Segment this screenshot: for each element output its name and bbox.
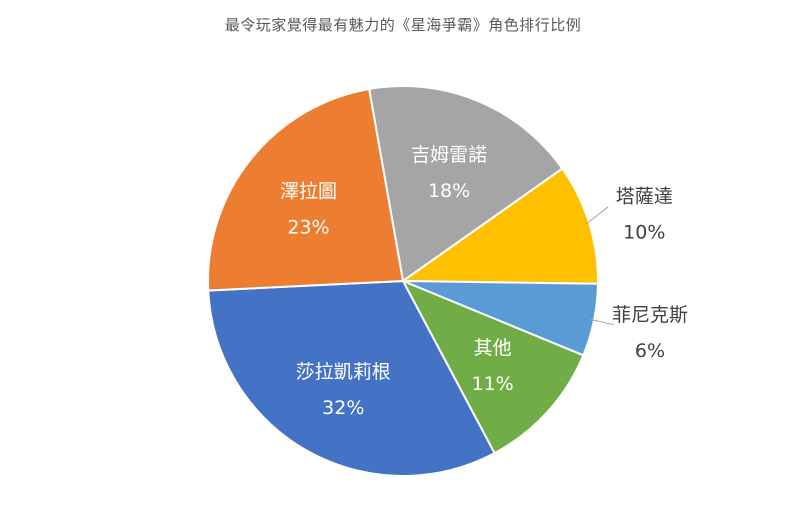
slice-percent-4: 11% <box>471 373 513 395</box>
pie-slice-1 <box>368 85 564 282</box>
pie-slice-5 <box>207 280 496 477</box>
slice-label-6: 澤拉圖 <box>280 181 337 203</box>
leader-lines <box>585 206 615 326</box>
slice-label-1: 吉姆雷諾 <box>411 144 487 166</box>
slice-percent-6: 23% <box>287 217 329 239</box>
leader-line-3 <box>590 318 615 326</box>
slice-percent-2: 10% <box>623 222 665 244</box>
slices-layer <box>207 85 599 477</box>
slice-label-2: 塔薩達 <box>616 186 673 208</box>
leader-line-2 <box>585 206 609 225</box>
pie-slice-2 <box>402 167 599 285</box>
slice-percent-1: 18% <box>428 180 470 202</box>
pie-slice-6 <box>207 87 404 292</box>
pie-slice-4 <box>402 280 585 455</box>
labels-layer: 吉姆雷諾 18% 塔薩達 10% 菲尼克斯 6% 其他 11% 莎拉凱莉根 32% 澤拉圖 23% <box>280 144 688 419</box>
slice-label-4: 其他 <box>474 337 512 359</box>
slice-percent-3: 6% <box>635 340 665 362</box>
chart-title: 最令玩家覺得最有魅力的《星海爭霸》角色排行比例 <box>224 16 582 34</box>
slice-label-3: 菲尼克斯 <box>612 304 688 326</box>
slice-label-5: 莎拉凱莉根 <box>296 361 391 383</box>
slice-percent-5: 32% <box>322 397 364 419</box>
